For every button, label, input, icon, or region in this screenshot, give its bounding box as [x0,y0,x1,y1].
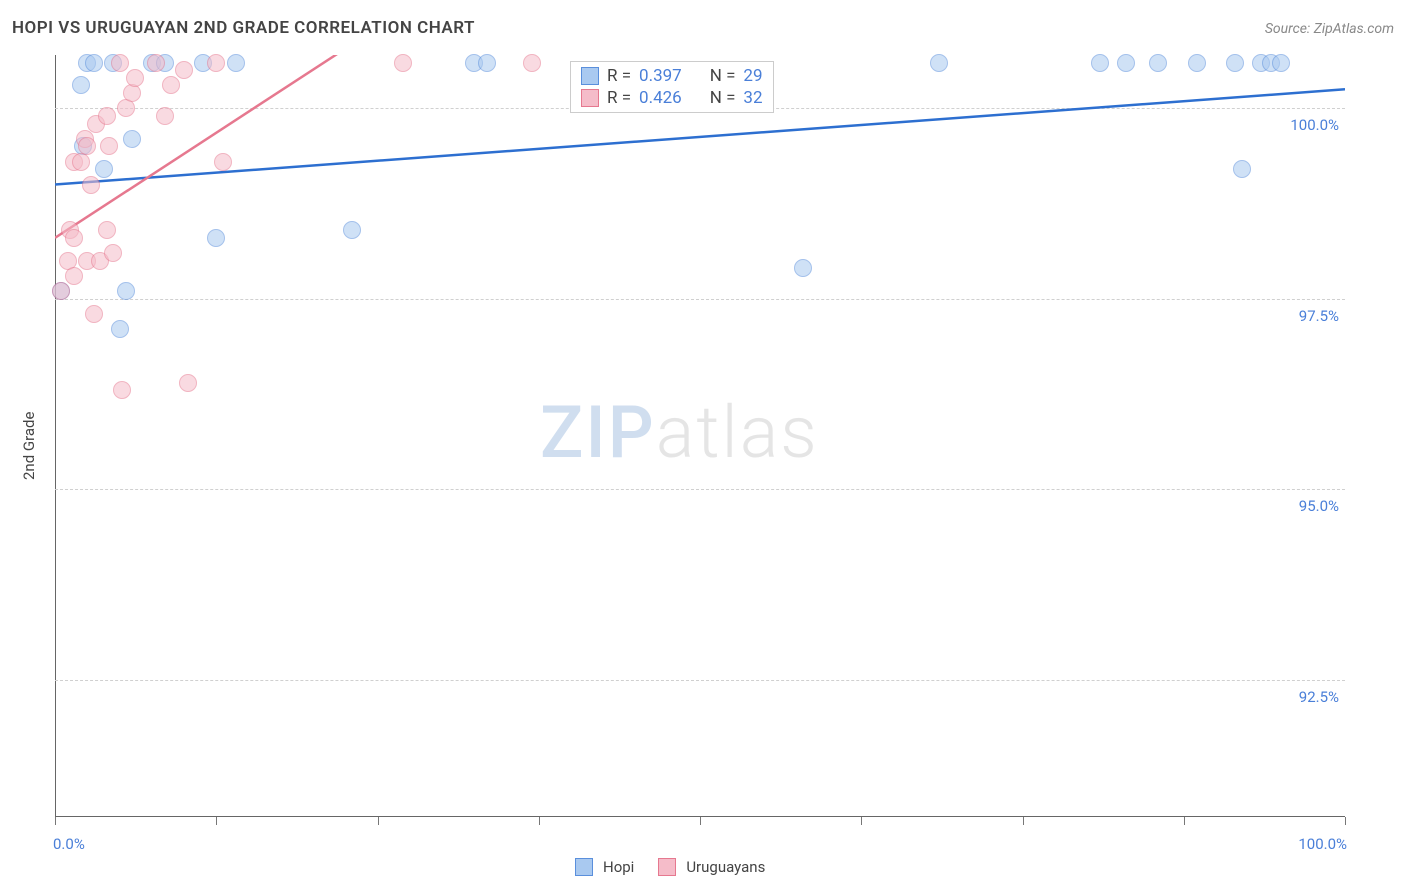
data-point [227,54,245,72]
y-axis [55,55,56,817]
y-gridline [55,489,1345,490]
legend-swatch [575,858,593,876]
data-point [1233,160,1251,178]
data-point [111,54,129,72]
data-point [98,107,116,125]
series-legend: Hopi Uruguayans [575,858,779,876]
y-tick-label: 92.5% [1299,688,1339,706]
x-tick-label: 100.0% [1298,835,1347,853]
x-tick [1345,817,1346,825]
data-point [85,54,103,72]
x-tick [216,817,217,825]
data-point [343,221,361,239]
data-point [1226,54,1244,72]
y-tick-label: 97.5% [1299,307,1339,325]
data-point [85,305,103,323]
plot-area: 92.5%95.0%97.5%100.0%0.0%100.0% [55,55,1345,817]
data-point [394,54,412,72]
source-label: Source: ZipAtlas.com [1265,21,1394,37]
stats-legend: R =0.397N =29R =0.426N =32 [570,61,774,113]
data-point [117,282,135,300]
data-point [52,282,70,300]
data-point [523,54,541,72]
y-axis-title: 2nd Grade [20,412,38,480]
data-point [123,84,141,102]
data-point [98,221,116,239]
x-tick [55,817,56,825]
data-point [65,229,83,247]
header: HOPI VS URUGUAYAN 2ND GRADE CORRELATION … [12,18,1394,38]
data-point [1149,54,1167,72]
data-point [214,153,232,171]
data-point [1117,54,1135,72]
legend-swatch [581,67,599,85]
data-point [156,107,174,125]
data-point [123,130,141,148]
data-point [179,374,197,392]
data-point [113,381,131,399]
data-point [162,76,180,94]
stats-legend-row: R =0.426N =32 [581,88,763,108]
legend-swatch [581,89,599,107]
x-tick [1023,817,1024,825]
data-point [478,54,496,72]
data-point [1188,54,1206,72]
data-point [72,76,90,94]
data-point [126,69,144,87]
legend-label: Hopi [603,858,634,876]
trend-lines [55,55,1345,817]
data-point [1272,54,1290,72]
x-tick [378,817,379,825]
data-point [111,320,129,338]
stats-legend-row: R =0.397N =29 [581,66,763,86]
legend-label: Uruguayans [686,858,765,876]
x-tick [539,817,540,825]
data-point [207,54,225,72]
data-point [1091,54,1109,72]
y-gridline [55,680,1345,681]
data-point [100,137,118,155]
data-point [207,229,225,247]
data-point [930,54,948,72]
chart-title: HOPI VS URUGUAYAN 2ND GRADE CORRELATION … [12,18,475,38]
legend-swatch [658,858,676,876]
data-point [104,244,122,262]
data-point [95,160,113,178]
data-point [82,176,100,194]
x-tick [1184,817,1185,825]
x-tick-label: 0.0% [53,835,85,853]
y-gridline [55,299,1345,300]
data-point [175,61,193,79]
y-tick-label: 100.0% [1290,116,1339,134]
data-point [78,137,96,155]
x-tick [861,817,862,825]
y-tick-label: 95.0% [1299,497,1339,515]
data-point [65,267,83,285]
x-tick [700,817,701,825]
data-point [794,259,812,277]
data-point [147,54,165,72]
